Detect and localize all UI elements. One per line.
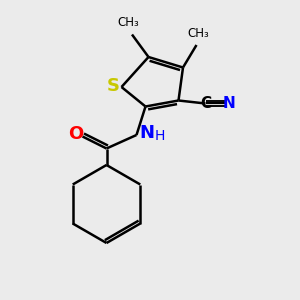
Text: S: S <box>106 76 120 94</box>
Text: CH₃: CH₃ <box>118 16 139 29</box>
Text: N: N <box>222 96 235 111</box>
Text: N: N <box>140 124 154 142</box>
Text: CH₃: CH₃ <box>187 27 209 40</box>
Text: O: O <box>68 125 83 143</box>
Text: H: H <box>155 130 166 143</box>
Text: C: C <box>200 96 211 111</box>
